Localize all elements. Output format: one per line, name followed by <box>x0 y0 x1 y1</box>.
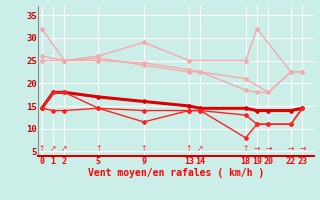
Text: ↗: ↗ <box>50 144 56 153</box>
Text: →: → <box>288 144 294 153</box>
Text: ↑: ↑ <box>39 144 45 153</box>
Text: ↑: ↑ <box>186 144 192 153</box>
Text: ↑: ↑ <box>140 144 147 153</box>
Text: →: → <box>254 144 260 153</box>
Text: →: → <box>299 144 306 153</box>
Text: →: → <box>265 144 271 153</box>
Text: ↑: ↑ <box>95 144 102 153</box>
X-axis label: Vent moyen/en rafales ( km/h ): Vent moyen/en rafales ( km/h ) <box>88 168 264 178</box>
Text: ↑: ↑ <box>243 144 249 153</box>
Text: ↗: ↗ <box>61 144 68 153</box>
Text: ↗: ↗ <box>197 144 204 153</box>
